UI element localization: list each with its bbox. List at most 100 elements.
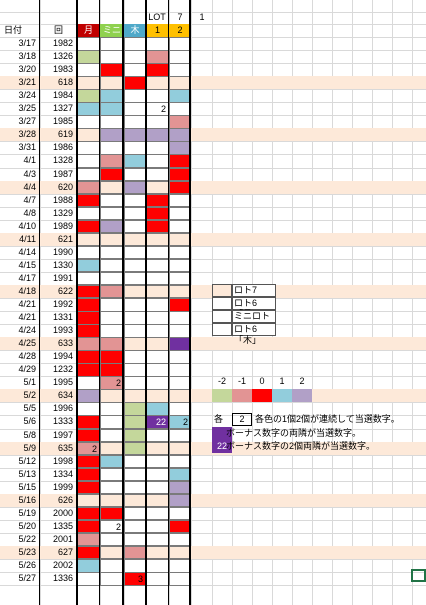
number-cell[interactable] [169, 572, 191, 586]
number-cell[interactable] [77, 180, 100, 195]
number-cell[interactable] [100, 428, 124, 443]
number-cell[interactable] [77, 115, 100, 129]
number-cell[interactable] [169, 350, 191, 364]
number-cell[interactable] [100, 363, 124, 377]
number-cell[interactable] [124, 245, 146, 260]
number-cell[interactable] [169, 271, 191, 286]
number-cell[interactable] [77, 454, 100, 469]
number-cell[interactable] [169, 402, 191, 416]
number-cell[interactable] [169, 128, 191, 142]
number-cell[interactable] [169, 532, 191, 547]
number-cell[interactable] [169, 467, 191, 482]
number-cell[interactable]: 2 [146, 102, 169, 116]
number-cell[interactable] [77, 428, 100, 443]
number-cell[interactable] [146, 128, 169, 142]
number-cell[interactable] [169, 37, 191, 51]
number-cell[interactable] [124, 219, 146, 234]
number-cell[interactable] [100, 167, 124, 182]
number-cell[interactable] [146, 324, 169, 338]
number-cell[interactable] [169, 311, 191, 325]
number-cell[interactable] [146, 219, 169, 234]
number-cell[interactable] [146, 89, 169, 103]
number-cell[interactable] [146, 232, 169, 247]
number-cell[interactable] [146, 245, 169, 260]
number-cell[interactable] [77, 63, 100, 77]
number-cell[interactable] [77, 284, 100, 299]
number-cell[interactable] [77, 141, 100, 155]
number-cell[interactable] [146, 37, 169, 51]
number-cell[interactable] [77, 89, 100, 103]
number-cell[interactable] [169, 337, 191, 351]
number-cell[interactable] [124, 324, 146, 338]
number-cell[interactable] [77, 376, 100, 390]
number-cell[interactable] [100, 76, 124, 90]
number-cell[interactable] [100, 37, 124, 51]
number-cell[interactable] [124, 454, 146, 469]
number-cell[interactable]: 2 [100, 376, 124, 390]
number-cell[interactable] [124, 102, 146, 116]
number-cell[interactable] [124, 415, 146, 429]
number-cell[interactable] [100, 50, 124, 64]
number-cell[interactable] [77, 154, 100, 168]
number-cell[interactable] [146, 206, 169, 221]
number-cell[interactable] [146, 154, 169, 168]
number-cell[interactable] [100, 480, 124, 495]
number-cell[interactable] [124, 206, 146, 221]
number-cell[interactable] [124, 519, 146, 534]
number-cell[interactable] [146, 467, 169, 482]
number-cell[interactable] [100, 559, 124, 573]
number-cell[interactable] [100, 572, 124, 586]
number-cell[interactable] [169, 102, 191, 116]
number-cell[interactable] [100, 545, 124, 560]
number-cell[interactable] [124, 376, 146, 390]
number-cell[interactable] [124, 493, 146, 508]
number-cell[interactable] [146, 441, 169, 456]
number-cell[interactable] [77, 128, 100, 142]
number-cell[interactable] [77, 324, 100, 338]
number-cell[interactable] [169, 493, 191, 508]
number-cell[interactable] [169, 167, 191, 182]
number-cell[interactable] [100, 258, 124, 273]
number-cell[interactable] [77, 245, 100, 260]
number-cell[interactable] [77, 298, 100, 312]
number-cell[interactable] [169, 506, 191, 521]
number-cell[interactable] [146, 115, 169, 129]
number-cell[interactable] [169, 480, 191, 495]
number-cell[interactable] [77, 480, 100, 495]
number-cell[interactable]: 3 [124, 572, 146, 586]
number-cell[interactable] [146, 350, 169, 364]
number-cell[interactable] [124, 50, 146, 64]
number-cell[interactable] [100, 63, 124, 77]
number-cell[interactable] [100, 454, 124, 469]
selected-cell[interactable] [411, 569, 426, 582]
number-cell[interactable] [146, 454, 169, 469]
number-cell[interactable] [169, 50, 191, 64]
number-cell[interactable] [124, 115, 146, 129]
number-cell[interactable] [169, 258, 191, 273]
number-cell[interactable] [100, 324, 124, 338]
number-cell[interactable] [124, 337, 146, 351]
number-cell[interactable] [146, 141, 169, 155]
number-cell[interactable] [100, 493, 124, 508]
number-cell[interactable] [169, 519, 191, 534]
number-cell[interactable] [100, 219, 124, 234]
number-cell[interactable] [100, 337, 124, 351]
number-cell[interactable] [124, 193, 146, 208]
number-cell[interactable] [124, 76, 146, 90]
number-cell[interactable] [146, 50, 169, 64]
number-cell[interactable] [146, 545, 169, 560]
number-cell[interactable] [77, 350, 100, 364]
number-cell[interactable] [77, 337, 100, 351]
number-cell[interactable] [124, 232, 146, 247]
number-cell[interactable] [169, 63, 191, 77]
number-cell[interactable] [169, 219, 191, 234]
number-cell[interactable] [146, 258, 169, 273]
number-cell[interactable] [124, 180, 146, 195]
number-cell[interactable] [146, 493, 169, 508]
number-cell[interactable] [77, 467, 100, 482]
number-cell[interactable] [77, 572, 100, 586]
number-cell[interactable] [100, 193, 124, 208]
number-cell[interactable] [100, 506, 124, 521]
number-cell[interactable] [169, 284, 191, 299]
number-cell[interactable] [77, 415, 100, 429]
